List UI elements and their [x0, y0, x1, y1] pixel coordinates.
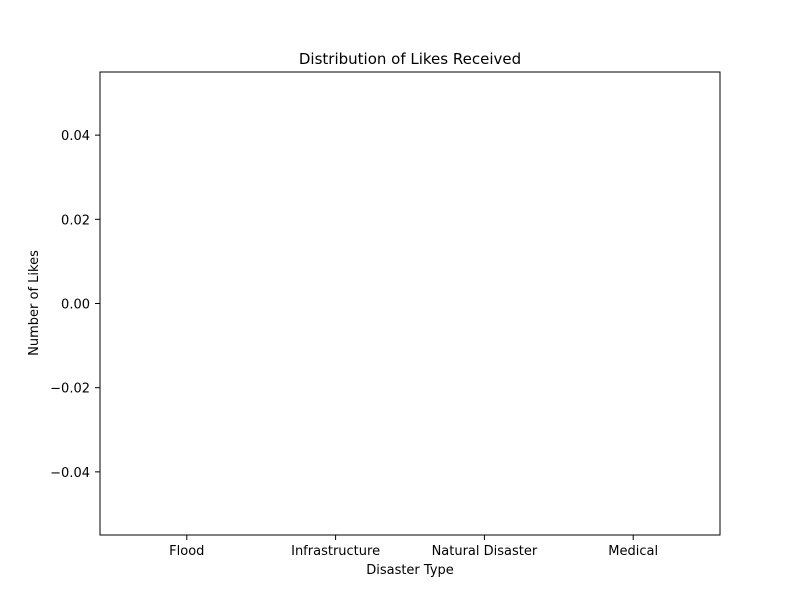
- chart-title: Distribution of Likes Received: [299, 50, 521, 68]
- y-axis: 0.04 0.02 0.00 −0.02 −0.04: [50, 129, 100, 481]
- y-tick-label: −0.04: [50, 466, 90, 481]
- x-axis-label: Disaster Type: [366, 563, 454, 578]
- y-tick-label: 0.02: [61, 213, 90, 228]
- x-tick-label: Natural Disaster: [432, 544, 538, 559]
- x-tick-label: Flood: [169, 544, 204, 559]
- y-tick-label: 0.04: [61, 129, 90, 144]
- x-axis: Flood Infrastructure Natural Disaster Medic…: [169, 535, 658, 559]
- x-tick-label: Medical: [608, 544, 658, 559]
- y-tick-label: −0.02: [50, 382, 90, 397]
- y-axis-label: Number of Likes: [27, 250, 42, 356]
- x-tick-label: Infrastructure: [291, 544, 380, 559]
- y-tick-label: 0.00: [61, 298, 90, 313]
